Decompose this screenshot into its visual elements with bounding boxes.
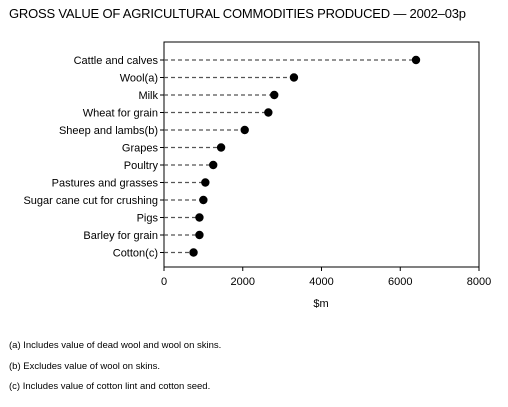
data-point: [195, 213, 204, 222]
data-point: [195, 230, 204, 240]
category-label: Wool(a): [120, 73, 158, 85]
chart: Cattle and calves Wool(a) Milk Wheat for gr…: [23, 41, 491, 310]
data-point: [209, 160, 218, 170]
x-tick-label: 4000: [309, 276, 333, 288]
data-point: [216, 143, 226, 152]
footnote-c: (c) Includes value of cotton lint and co…: [9, 381, 211, 392]
x-tick-label: 2000: [231, 276, 255, 288]
data-point: [264, 108, 273, 117]
category-label: Poultry: [124, 160, 159, 172]
data-point: [201, 178, 210, 187]
data-point: [270, 90, 279, 100]
plot-area: [163, 41, 480, 268]
x-tick-label: 8000: [467, 276, 491, 288]
x-tick-label: 6000: [388, 276, 412, 288]
data-point: [189, 248, 198, 257]
category-label: Sugar cane cut for crushing: [23, 195, 158, 207]
chart-title: GROSS VALUE OF AGRICULTURAL COMMODITIES …: [9, 6, 466, 21]
data-point: [411, 55, 421, 65]
category-label: Pigs: [137, 213, 159, 225]
plot-frame: [163, 41, 480, 268]
x-axis: 0 2000 4000 6000 8000: [161, 267, 491, 288]
footnotes: (a) Includes value of dead wool and wool…: [9, 336, 221, 398]
x-tick-label: 0: [161, 276, 167, 288]
footnote-b: (b) Excludes value of wool on skins.: [9, 360, 161, 372]
category-label: Cattle and calves: [74, 55, 159, 67]
category-label: Wheat for grain: [83, 108, 158, 120]
category-label: Grapes: [122, 143, 159, 155]
data-point: [289, 73, 299, 82]
category-label: Sheep and lambs(b): [59, 125, 158, 137]
category-label: Cotton(c): [113, 248, 158, 260]
category-label: Milk: [138, 90, 158, 102]
data-point: [199, 195, 208, 205]
series-layer: [160, 55, 421, 257]
footnote-a: (a) Includes value of dead wool and wool…: [9, 340, 222, 351]
category-label: Pastures and grasses: [52, 178, 159, 190]
category-labels: Cattle and calves Wool(a) Milk Wheat for gr…: [23, 55, 158, 260]
category-label: Barley for grain: [83, 230, 158, 242]
x-axis-label: $m: [313, 298, 328, 310]
data-point: [240, 125, 249, 135]
